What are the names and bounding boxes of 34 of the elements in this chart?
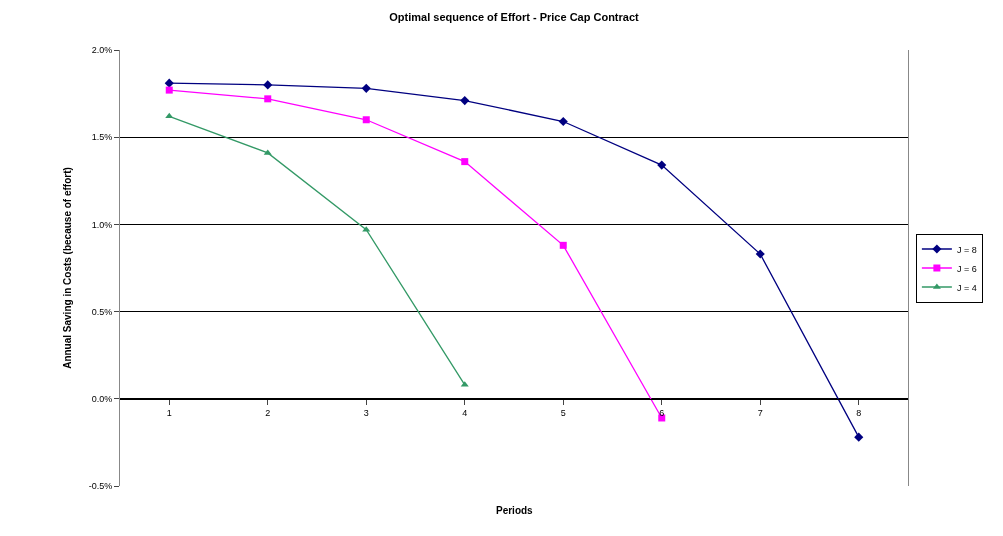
x-tick-label: 5 xyxy=(560,407,566,418)
point xyxy=(558,116,568,127)
y-tick-label: 0.0% xyxy=(91,393,113,404)
legend-label: J = 8 xyxy=(956,244,977,255)
x-tick-label: 6 xyxy=(659,407,665,418)
point xyxy=(755,249,765,259)
x-tick-label: 7 xyxy=(757,407,763,418)
point xyxy=(854,432,864,442)
point xyxy=(362,116,370,124)
y-tick-label: 1.5% xyxy=(91,132,113,143)
x-tick-label: 3 xyxy=(363,407,369,418)
point xyxy=(461,158,469,166)
x-tick-label: 8 xyxy=(856,407,862,418)
x-axis-title: Periods xyxy=(496,505,534,516)
point xyxy=(657,160,667,170)
point xyxy=(165,86,173,94)
x-tick-label: 4 xyxy=(462,407,468,418)
point xyxy=(165,112,174,119)
y-tick-label: 2.0% xyxy=(91,45,113,56)
y-axis-title: Annual Saving in Costs (because of effort) xyxy=(61,167,73,369)
y-tick-label: -0.5% xyxy=(88,481,113,492)
point xyxy=(164,78,174,88)
point xyxy=(361,83,371,93)
point xyxy=(559,241,567,249)
x-tick-label: 2 xyxy=(265,407,271,418)
x-tick-label: 1 xyxy=(166,407,172,418)
legend-label: J = 6 xyxy=(956,263,977,274)
point xyxy=(460,96,470,106)
legend-label: J = 4 xyxy=(956,282,977,293)
y-tick-label: 0.5% xyxy=(91,306,113,317)
point xyxy=(263,80,273,90)
point xyxy=(264,95,272,103)
chart-title: Optimal sequence of Effort - Price Cap Contract xyxy=(389,11,640,24)
y-tick-label: 1.0% xyxy=(91,219,113,230)
